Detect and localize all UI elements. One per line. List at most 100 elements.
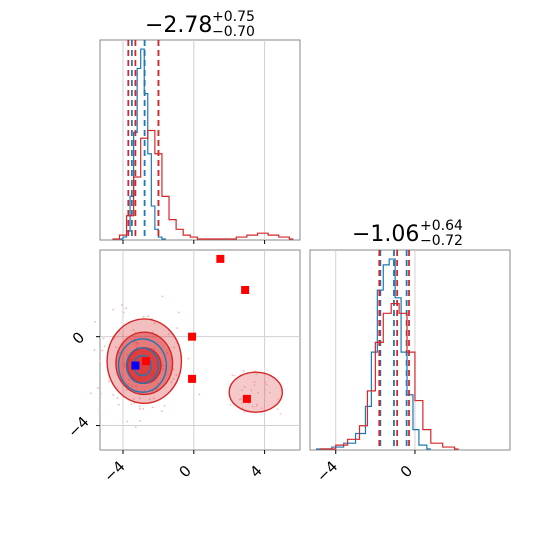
title-marginal-x: −2.78 +0.75 −0.70 [145,9,255,40]
sample-point [152,397,155,400]
histogram-step [319,303,459,450]
sample-point [112,308,115,311]
marginal-y-histograms [315,250,459,450]
title-lower-error: −0.72 [420,233,463,249]
sample-point [152,406,154,409]
sample-point [93,349,96,351]
contour-level [125,347,160,385]
sample-point [135,341,138,344]
sample-point [89,392,92,395]
sample-point [231,374,234,377]
sample-point [120,304,123,306]
sample-point [103,345,106,348]
y-tick-label: 0 [69,328,88,347]
sample-point [134,426,137,429]
sample-point [243,386,246,388]
sample-point [143,389,146,392]
sample-point [135,346,138,349]
sample-point [115,346,117,349]
x-tick-label: 0 [397,462,416,481]
sample-point [279,413,282,415]
sample-point [153,347,156,350]
sample-point [142,407,145,410]
sample-point [233,374,236,377]
sample-point [126,420,129,423]
marker-square [142,357,151,366]
title-marginal-y: −1.06 +0.64 −0.72 [352,218,463,249]
sample-point [167,333,170,335]
marginal-x-histograms [112,40,294,240]
sample-point [253,370,256,372]
contour-level [228,371,284,413]
sample-point [276,408,279,411]
sample-point [101,349,104,352]
x-tick-label: −4 [313,457,341,485]
sample-point [130,403,133,406]
marker-square [242,394,251,403]
sample-point [269,391,271,394]
histogram-step [315,258,431,450]
sample-point [173,346,175,349]
sample-point [98,409,101,412]
sample-point [135,385,137,388]
sample-point [156,382,159,385]
sample-point [138,405,141,408]
sample-point [166,352,168,355]
sample-point [94,320,96,323]
panel-joint [99,249,301,451]
sample-point [255,373,258,376]
sample-point [276,397,279,400]
sample-point [153,322,156,325]
sample-point [250,389,253,392]
title-upper-error: +0.64 [420,218,463,234]
sample-point [147,315,150,318]
sample-point [116,397,119,399]
sample-point [133,337,136,340]
sample-point [266,383,268,386]
sample-point [253,384,256,387]
x-tick-label: 0 [176,462,195,481]
marker-square [216,254,225,263]
sample-point [255,405,258,408]
sample-point [124,365,126,368]
sample-point [99,360,102,363]
sample-point [241,406,244,409]
x-tick-label: −4 [100,457,128,485]
sample-point [121,363,124,366]
sample-point [133,398,135,400]
sample-point [99,392,102,395]
marker-square [131,361,140,370]
sample-point [125,307,127,310]
marker-square [188,374,197,383]
x-tick-label: 4 [246,462,265,481]
title-value: −2.78 [145,13,212,38]
sample-point [240,402,243,405]
sample-point [113,337,116,340]
sample-point [187,357,190,360]
sample-point [253,381,256,384]
sample-point [112,394,115,396]
sample-point [163,404,166,407]
sample-point [242,369,245,372]
sample-point [264,389,267,392]
sample-point [162,368,165,371]
sample-point [97,387,99,389]
sample-point [251,405,254,408]
sample-point [170,381,173,384]
sample-point [123,362,126,365]
sample-point [127,383,130,385]
sample-point [142,315,145,318]
sample-point [122,311,125,314]
sample-point [139,420,141,422]
sample-point [125,389,128,391]
sample-point [255,403,258,406]
joint-contours [89,254,284,429]
sample-point [198,393,201,396]
sample-point [264,381,267,384]
sample-point [126,353,128,356]
sample-point [102,337,105,340]
title-value: −1.06 [352,222,419,247]
y-tick-label: −4 [64,413,92,441]
sample-point [257,391,260,394]
